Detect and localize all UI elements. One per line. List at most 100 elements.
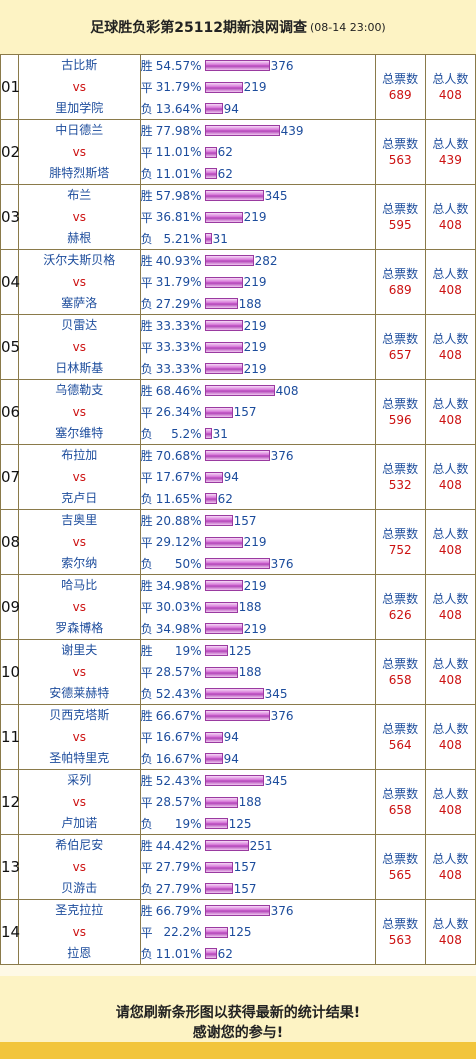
total-people-label: 总人数 [432, 592, 469, 606]
vote-row: 平 29.12% 219 [141, 531, 375, 553]
home-team[interactable]: 谢里夫 [61, 643, 98, 657]
total-people-value: 408 [438, 88, 462, 102]
vote-bar [204, 580, 243, 591]
home-team[interactable]: 吉奥里 [61, 513, 98, 527]
match-teams: 贝西克塔斯 vs 圣帕特里克 [18, 704, 141, 770]
total-tickets-value: 532 [388, 478, 412, 492]
total-tickets-value: 658 [388, 803, 412, 817]
outcome-label: 平 [140, 730, 153, 745]
vote-bar [204, 146, 217, 158]
outcome-label: 负 [140, 817, 153, 831]
total-tickets: 总票数 689 [374, 249, 426, 315]
away-team[interactable]: 索尔纳 [61, 556, 98, 570]
total-people-label: 总人数 [432, 202, 469, 216]
home-team[interactable]: 布兰 [67, 188, 92, 202]
vote-count: 219 [243, 361, 267, 376]
total-people: 总人数 408 [424, 249, 476, 315]
home-team[interactable]: 布拉加 [61, 448, 98, 462]
away-team[interactable]: 里加学院 [55, 101, 104, 115]
home-team[interactable]: 中日德兰 [55, 123, 104, 137]
away-team[interactable]: 卢加诺 [61, 816, 98, 830]
away-team[interactable]: 克卢日 [61, 491, 98, 505]
outcome-label: 胜 [140, 384, 153, 398]
home-team[interactable]: 采列 [67, 773, 92, 787]
total-people-value: 408 [438, 803, 462, 817]
match-teams: 采列 vs 卢加诺 [18, 769, 141, 835]
outcome-percent: 50% [174, 556, 202, 571]
match-teams: 谢里夫 vs 安德莱赫特 [18, 639, 141, 705]
away-team[interactable]: 腓特烈斯塔 [49, 166, 110, 180]
home-team[interactable]: 贝雷达 [61, 318, 98, 332]
total-people-value: 408 [438, 868, 462, 882]
total-people-value: 408 [438, 348, 462, 362]
outcome-percent: 40.93% [155, 253, 202, 268]
away-team[interactable]: 拉恩 [67, 946, 92, 960]
vote-bar [204, 60, 270, 71]
outcome-percent: 27.79% [155, 860, 202, 874]
outcome-label: 负 [140, 427, 153, 441]
home-team[interactable]: 圣克拉拉 [55, 903, 104, 917]
home-team[interactable]: 沃尔夫斯贝格 [43, 253, 116, 267]
vote-count: 376 [270, 903, 294, 918]
outcome-percent: 5.21% [163, 231, 202, 246]
away-team[interactable]: 赫根 [67, 231, 92, 245]
vs-label: vs [72, 860, 86, 874]
match-number: 13 [0, 834, 20, 900]
vote-count: 94 [223, 751, 239, 766]
total-people-value: 408 [438, 608, 462, 622]
vote-bar [204, 818, 228, 829]
total-people: 总人数 408 [424, 314, 476, 380]
away-team[interactable]: 贝游击 [61, 881, 98, 895]
away-team[interactable]: 日林斯基 [55, 361, 104, 375]
vote-row: 胜 54.57% 376 [141, 55, 375, 76]
outcome-percent: 70.68% [155, 448, 202, 463]
vote-count: 345 [264, 686, 288, 701]
outcome-label: 胜 [140, 59, 153, 73]
match-teams: 吉奥里 vs 索尔纳 [18, 509, 141, 575]
vote-bars: 胜 40.93% 282 平 31.79% 219 负 27.29% 188 [139, 249, 376, 315]
vote-count: 219 [243, 578, 267, 593]
home-team[interactable]: 乌德勒支 [55, 383, 104, 397]
outcome-percent: 34.98% [155, 621, 202, 636]
away-team[interactable]: 塞萨洛 [61, 296, 98, 310]
away-team[interactable]: 圣帕特里克 [49, 751, 110, 765]
vote-count: 376 [270, 556, 294, 571]
away-team[interactable]: 安德莱赫特 [49, 686, 110, 700]
outcome-label: 胜 [140, 514, 153, 528]
home-team[interactable]: 希伯尼安 [55, 838, 104, 852]
outcome-percent: 17.67% [155, 470, 202, 484]
outcome-label: 负 [140, 102, 153, 116]
survey-time: (08-14 23:00) [309, 20, 386, 34]
vote-count: 188 [238, 600, 262, 614]
vote-bars: 胜 52.43% 345 平 28.57% 188 负 19% 125 [139, 769, 376, 835]
total-people: 总人数 408 [424, 574, 476, 640]
home-team[interactable]: 贝西克塔斯 [49, 708, 110, 722]
total-tickets-value: 564 [388, 738, 412, 752]
total-tickets-label: 总票数 [382, 592, 419, 606]
home-team[interactable]: 哈马比 [61, 578, 98, 592]
away-team[interactable]: 塞尔维特 [55, 426, 104, 440]
vote-row: 胜 40.93% 282 [141, 250, 375, 271]
vote-bar [204, 298, 238, 309]
vote-row: 平 27.79% 157 [141, 856, 375, 878]
vote-bar [204, 731, 223, 743]
vote-row: 平 17.67% 94 [141, 466, 375, 488]
vote-count: 62 [217, 491, 233, 506]
total-tickets-value: 689 [388, 88, 412, 102]
total-people-value: 408 [438, 543, 462, 557]
match-row: 04 沃尔夫斯贝格 vs 塞萨洛 胜 40.93% 282 平 31.79% 219 负 27.29%… [0, 249, 476, 315]
total-people-value: 408 [438, 413, 462, 427]
vote-bars: 胜 19% 125 平 28.57% 188 负 52.43% 345 [139, 639, 376, 705]
outcome-percent: 27.79% [155, 881, 202, 896]
vote-bar [204, 320, 243, 331]
vote-bar [204, 710, 270, 721]
outcome-label: 平 [140, 275, 153, 290]
match-teams: 中日德兰 vs 腓特烈斯塔 [18, 119, 141, 185]
vote-count: 439 [280, 123, 304, 138]
outcome-percent: 36.81% [155, 210, 202, 224]
outcome-label: 负 [140, 167, 153, 181]
away-team[interactable]: 罗森博格 [55, 621, 104, 635]
vote-count: 188 [238, 296, 262, 311]
home-team[interactable]: 古比斯 [61, 58, 98, 72]
total-people-label: 总人数 [432, 722, 469, 736]
